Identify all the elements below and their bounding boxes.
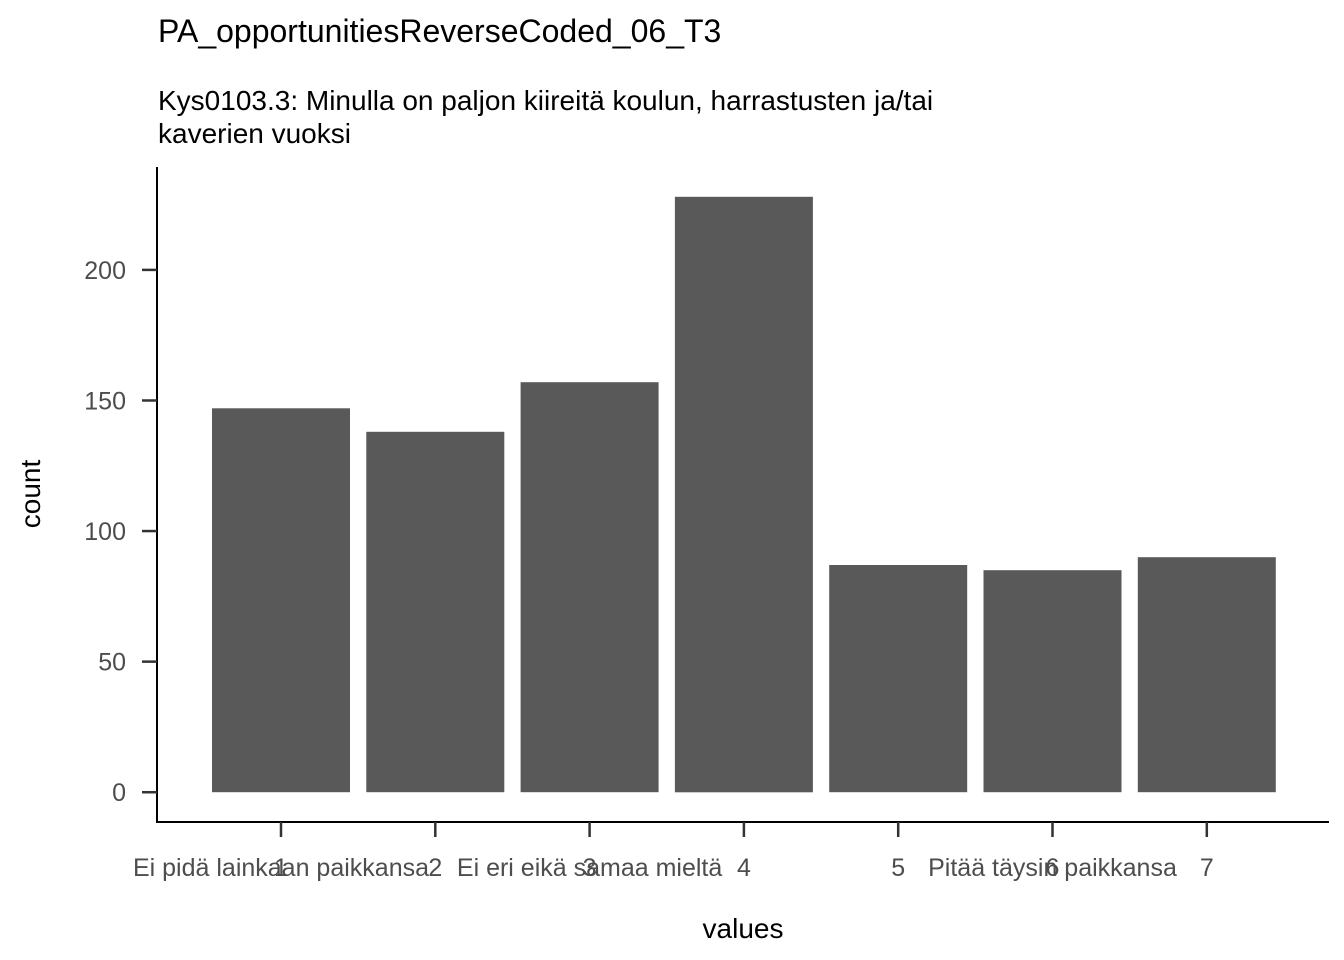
y-tick-label-100: 100: [84, 518, 126, 546]
x-tick-label-4: 4: [737, 854, 751, 882]
y-tick-label-0: 0: [112, 779, 126, 807]
chart-title: PA_opportunitiesReverseCoded_06_T3: [158, 13, 721, 49]
bars-group: [212, 196, 1276, 793]
bar-7: [1137, 557, 1276, 793]
bar-1: [212, 408, 350, 793]
chart-subtitle-line-1: Kys0103.3: Minulla on paljon kiireitä ko…: [158, 85, 933, 116]
y-tick-label-150: 150: [84, 387, 126, 415]
bar-3: [520, 382, 659, 793]
axis-lines: [156, 167, 1329, 823]
bar-5: [829, 565, 968, 793]
x-tick-label-3-1: 3: [583, 854, 597, 882]
bar-4: [674, 196, 813, 793]
x-tick-label-6-1: 6: [1046, 854, 1060, 882]
x-axis-title: values: [703, 913, 784, 944]
chart-subtitle-line-2: kaverien vuoksi: [158, 118, 351, 149]
x-tick-label-7: 7: [1200, 854, 1214, 882]
x-tick-label-1-2: 1: [274, 854, 288, 882]
y-tick-label-200: 200: [84, 257, 126, 285]
y-tick-label-50: 50: [98, 649, 126, 677]
bar-6: [983, 570, 1122, 793]
y-axis: 0 50 100 150 200: [84, 257, 157, 807]
x-tick-label-5: 5: [891, 854, 905, 882]
x-tick-label-1-1: Ei pidä lainkaan paikkansa: [133, 854, 429, 882]
bar-2: [366, 431, 505, 793]
x-tick-label-6-2: Pitää täysin paikkansa: [928, 854, 1177, 882]
y-axis-title: count: [15, 460, 46, 529]
x-tick-label-2: 2: [428, 854, 442, 882]
x-tick-label-3-2: Ei eri eikä samaa mieltä: [457, 854, 722, 882]
